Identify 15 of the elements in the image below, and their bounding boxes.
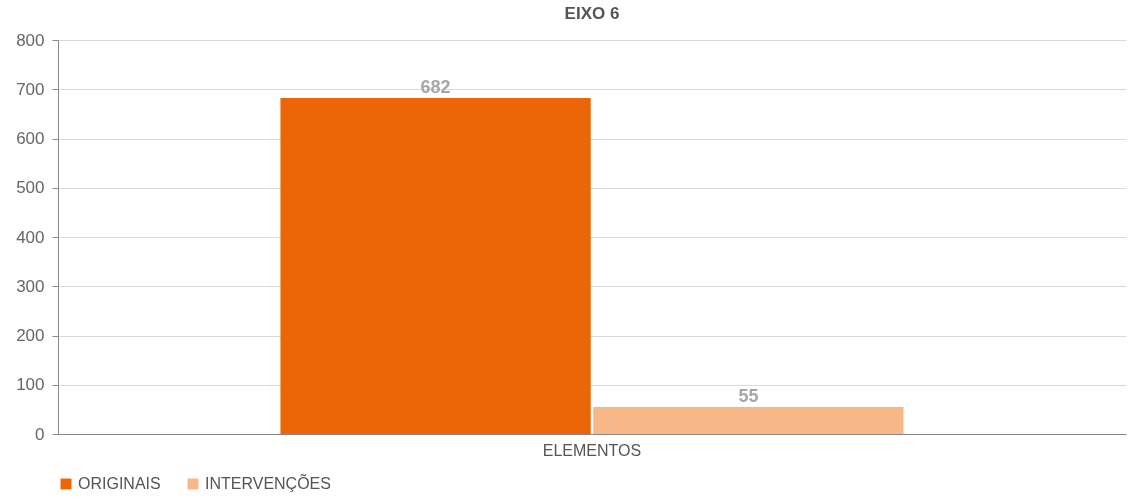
y-tick-label: 0 — [35, 424, 45, 444]
legend-label: INTERVENÇÕES — [205, 473, 331, 492]
y-tick-label: 600 — [16, 129, 45, 148]
data-label: 55 — [738, 385, 759, 406]
y-tick-label: 500 — [16, 178, 45, 198]
y-tick-label: 700 — [16, 79, 45, 99]
legend-label: ORIGINAIS — [78, 475, 161, 492]
x-tick-label: ELEMENTOS — [542, 441, 642, 459]
data-label: 682 — [420, 77, 451, 98]
y-tick-label: 800 — [16, 30, 45, 50]
y-tick-label: 100 — [16, 375, 45, 395]
y-tick-label: 400 — [16, 227, 45, 247]
chart-title: EIXO 6 — [564, 4, 620, 23]
y-tick-label: 300 — [16, 276, 45, 296]
y-tick-label: 200 — [16, 326, 45, 345]
